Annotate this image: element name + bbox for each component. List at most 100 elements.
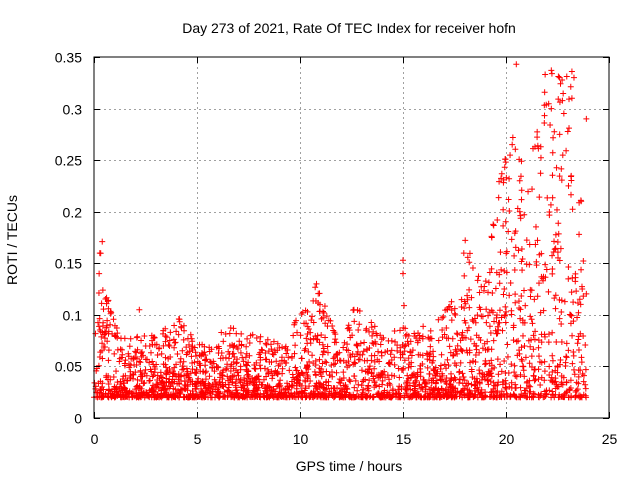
- data-point: [575, 373, 582, 380]
- data-point: [387, 351, 394, 358]
- data-point: [325, 378, 332, 385]
- data-point: [181, 327, 188, 334]
- data-point: [386, 393, 393, 400]
- data-point: [347, 353, 354, 360]
- data-point: [485, 279, 492, 286]
- data-point: [515, 247, 522, 254]
- data-point: [167, 329, 174, 336]
- data-point: [574, 386, 581, 393]
- data-point: [222, 354, 229, 361]
- data-point: [222, 366, 229, 373]
- data-point: [405, 341, 412, 348]
- data-point: [291, 319, 298, 326]
- data-point: [253, 335, 260, 342]
- data-point: [510, 337, 517, 344]
- data-point: [107, 310, 114, 317]
- data-point: [511, 362, 518, 369]
- data-point: [236, 338, 243, 345]
- data-point: [125, 353, 132, 360]
- data-point: [173, 361, 180, 368]
- data-point: [430, 377, 437, 384]
- data-point: [118, 394, 125, 401]
- data-point: [536, 280, 543, 287]
- data-point: [183, 365, 190, 372]
- data-point: [165, 355, 172, 362]
- data-point: [459, 380, 466, 387]
- data-point: [578, 266, 585, 273]
- data-point: [485, 312, 492, 319]
- data-point: [424, 393, 431, 400]
- data-point: [232, 380, 239, 387]
- data-point: [520, 367, 527, 374]
- data-point: [411, 330, 418, 337]
- data-point: [243, 367, 250, 374]
- data-point: [532, 241, 539, 248]
- data-point: [144, 356, 151, 363]
- data-point: [525, 188, 532, 195]
- data-point: [378, 336, 385, 343]
- data-point: [473, 375, 480, 382]
- data-point: [111, 383, 118, 390]
- data-point: [503, 269, 510, 276]
- data-point: [295, 394, 302, 401]
- data-point: [515, 298, 522, 305]
- data-point: [530, 332, 537, 339]
- data-point: [558, 309, 565, 316]
- data-point: [303, 335, 310, 342]
- data-point: [560, 393, 567, 400]
- data-point: [234, 345, 241, 352]
- data-point: [535, 366, 542, 373]
- data-point: [580, 293, 587, 300]
- data-point: [528, 316, 535, 323]
- data-point: [512, 291, 519, 298]
- data-point: [396, 374, 403, 381]
- data-point: [461, 305, 468, 312]
- data-point: [96, 354, 103, 360]
- data-point: [488, 362, 495, 369]
- data-point: [262, 383, 269, 390]
- data-point: [490, 221, 497, 228]
- data-point: [149, 373, 156, 380]
- data-point: [445, 393, 452, 400]
- data-point: [150, 372, 157, 379]
- data-point: [443, 365, 450, 372]
- data-point: [171, 339, 178, 346]
- data-point: [549, 391, 556, 398]
- data-point: [220, 338, 227, 345]
- data-point: [485, 289, 492, 296]
- data-point: [371, 358, 378, 365]
- data-point: [496, 307, 503, 314]
- data-point: [193, 366, 200, 373]
- data-point: [153, 341, 160, 348]
- data-point: [474, 312, 481, 319]
- data-point: [452, 346, 459, 353]
- data-point: [298, 390, 305, 397]
- data-point: [237, 349, 244, 356]
- data-point: [440, 313, 447, 320]
- data-point: [318, 332, 325, 339]
- data-point: [189, 366, 196, 373]
- data-point: [513, 61, 520, 68]
- data-point: [472, 392, 479, 399]
- data-point: [337, 380, 344, 387]
- data-point: [466, 304, 473, 311]
- data-point: [396, 390, 403, 397]
- data-point: [489, 290, 496, 297]
- data-point: [500, 206, 507, 213]
- data-point: [375, 348, 382, 355]
- data-point: [344, 364, 351, 371]
- data-point: [364, 368, 371, 375]
- data-point: [294, 367, 301, 374]
- data-point: [289, 353, 296, 360]
- data-point: [542, 71, 549, 78]
- data-point: [527, 383, 534, 390]
- data-point: [130, 371, 137, 378]
- data-point: [126, 388, 133, 395]
- data-point: [519, 319, 526, 326]
- data-point: [505, 196, 512, 203]
- data-point: [284, 346, 291, 353]
- data-point: [302, 378, 309, 385]
- data-point: [560, 90, 567, 97]
- data-point: [493, 330, 500, 337]
- data-point: [502, 377, 509, 384]
